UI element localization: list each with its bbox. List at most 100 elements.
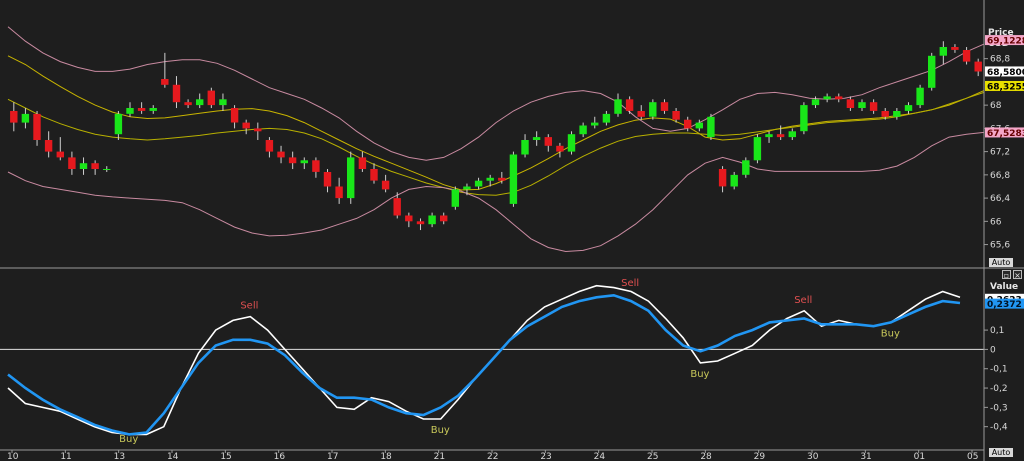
- price-value-box: [985, 127, 1024, 138]
- price-tick-label: 67,2: [990, 148, 1010, 158]
- candle-body: [695, 122, 703, 129]
- candle-body: [463, 186, 471, 190]
- auto-scale-button-price[interactable]: Auto: [989, 258, 1013, 267]
- candle-body: [509, 154, 518, 204]
- price-pane: [7, 26, 985, 253]
- candle-body: [498, 177, 506, 181]
- price-value-label: 69,1228: [987, 37, 1024, 47]
- candle-body: [614, 99, 622, 114]
- candle-body: [904, 105, 913, 111]
- sell-signal-label: Sell: [240, 301, 258, 312]
- price-tick-label: 66: [990, 217, 1002, 227]
- buy-signal-label: Buy: [119, 434, 138, 445]
- candle-body: [567, 134, 576, 152]
- osc-tick-label: -0,2: [990, 384, 1008, 394]
- time-tick-label: 31: [860, 452, 871, 461]
- candle-body: [707, 116, 715, 138]
- candle-body: [486, 177, 494, 181]
- time-tick-label: 23: [540, 452, 551, 461]
- candle-body: [776, 134, 785, 138]
- candle-body: [451, 189, 459, 207]
- candle-body: [823, 96, 831, 100]
- time-tick-label: 17: [327, 452, 338, 461]
- candle-body: [196, 99, 204, 106]
- candle-body: [312, 160, 320, 172]
- oscillator-pane: Buy Sell Buy Sell Buy Sell Buy: [0, 278, 984, 445]
- candle-body: [161, 79, 169, 85]
- price-value-box: [985, 35, 1024, 46]
- candle-body: [300, 160, 308, 164]
- candle-body: [579, 125, 587, 135]
- price-tick-label: 65,6: [990, 241, 1010, 251]
- candle-body: [149, 108, 157, 111]
- candle-body: [137, 108, 146, 111]
- candle-body: [730, 174, 738, 187]
- price-value-label: 68,5800: [987, 68, 1024, 78]
- candle-body: [591, 122, 599, 126]
- sell-signal-label: Sell: [621, 278, 639, 289]
- candle-body: [556, 145, 564, 152]
- osc-white-line: [7, 284, 961, 436]
- candle-body: [10, 111, 18, 123]
- osc-value-box: [985, 298, 1024, 309]
- osc-tick-label: 0: [990, 345, 996, 355]
- candle-body: [21, 113, 30, 123]
- candle-body: [974, 61, 982, 72]
- candle-body: [405, 215, 413, 222]
- osc-tick-label: -0,1: [990, 365, 1008, 375]
- price-upper-band-line: [7, 55, 985, 191]
- candle-body: [858, 102, 866, 108]
- sell-signal-label: Sell: [794, 295, 812, 306]
- candle-body: [939, 47, 947, 56]
- price-axis-title: Price: [988, 28, 1014, 38]
- close-icon[interactable]: ×: [1013, 270, 1022, 280]
- candle-body: [358, 157, 367, 169]
- time-tick-label: 01: [914, 452, 925, 461]
- candle-body: [33, 113, 41, 140]
- time-tick-label: 25: [647, 452, 658, 461]
- candle-body: [951, 47, 959, 50]
- candle-body: [335, 186, 343, 199]
- time-tick-label: 10: [7, 452, 19, 461]
- candle-body: [219, 99, 227, 106]
- buy-signal-label: Buy: [431, 425, 450, 436]
- candle-body: [288, 157, 297, 164]
- time-tick-label: 22: [487, 452, 498, 461]
- candle-body: [56, 151, 64, 158]
- candle-body: [114, 113, 123, 135]
- buy-signal-label: Buy: [881, 328, 900, 339]
- maximize-icon[interactable]: ▫: [1002, 270, 1011, 280]
- candle-body: [788, 131, 796, 138]
- candle-body: [916, 87, 924, 106]
- candle-body: [625, 99, 634, 111]
- candle-body: [68, 157, 76, 169]
- auto-scale-button-osc[interactable]: Auto: [989, 448, 1013, 457]
- time-tick-label: 29: [754, 452, 766, 461]
- price-tick-label: 66,4: [990, 194, 1010, 204]
- price-moving-average-line: [7, 91, 985, 196]
- time-tick-label: 24: [594, 452, 606, 461]
- candle-body: [718, 169, 727, 187]
- candle-body: [79, 163, 88, 169]
- candle-body: [347, 157, 355, 199]
- candle-body: [835, 96, 843, 100]
- time-tick-label: 11: [60, 452, 71, 461]
- price-value-box: [985, 66, 1024, 77]
- time-tick-label: 15: [220, 452, 231, 461]
- candle-body: [381, 180, 390, 190]
- time-tick-label: 21: [434, 452, 445, 461]
- candle-body: [474, 180, 483, 187]
- candle-body: [103, 169, 111, 170]
- candle-body: [602, 113, 611, 123]
- candle-body: [370, 169, 378, 181]
- candle-body: [811, 99, 820, 106]
- candle-body: [184, 102, 192, 106]
- candle-body: [440, 215, 448, 222]
- candle-body: [323, 172, 332, 187]
- candle-body: [893, 111, 901, 117]
- candle-body: [962, 50, 971, 62]
- candle-body: [928, 55, 936, 88]
- candle-body: [521, 140, 529, 155]
- time-tick-label: 14: [167, 452, 179, 461]
- candle-body: [637, 111, 645, 117]
